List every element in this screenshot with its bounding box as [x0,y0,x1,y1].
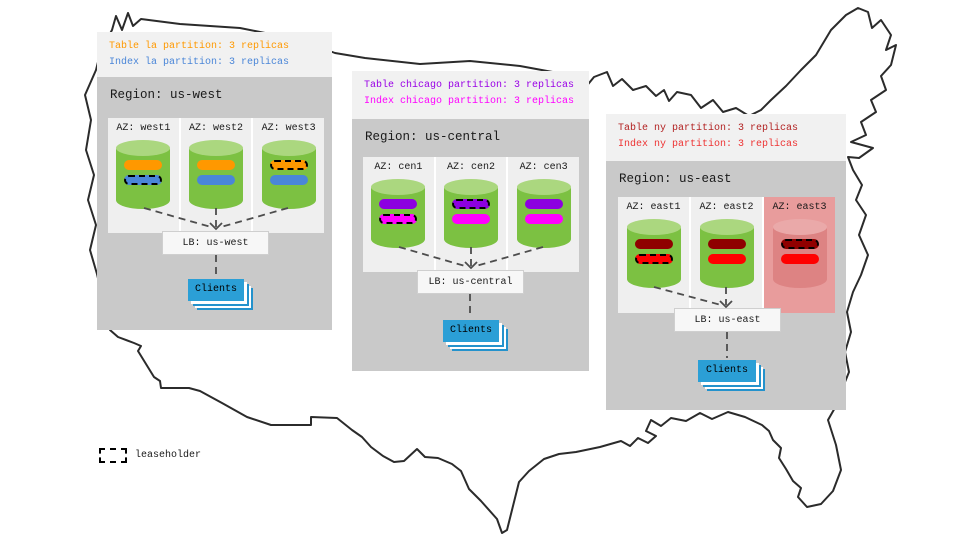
az-box-east1: AZ: east1 [618,197,689,313]
index-replica-bar [707,254,746,264]
az-label: AZ: cen2 [447,162,496,173]
table-replica-bar [780,239,819,249]
table-replica-bar [269,160,308,170]
db-cylinder [116,140,171,209]
index-replica-bar [634,254,673,264]
leaseholder-swatch [99,448,127,463]
db-cylinder [626,219,681,288]
az-label: AZ: east2 [699,202,754,213]
db-cylinder [699,219,754,288]
load-balancer: LB: us-central [417,270,524,294]
az-box-cen2: AZ: cen2 [435,157,507,272]
table-replica-bar [197,160,235,170]
region-title: Region: us-west [110,88,223,102]
az-row: AZ: west1 AZ: west2 AZ: west3 [108,118,325,233]
clients-node: Clients [443,320,499,342]
table-replica-bar [634,239,673,249]
callout-us-central: Table chicago partition: 3 replicas Inde… [352,71,589,119]
db-cylinder [371,179,426,248]
legend-leaseholder: leaseholder [99,448,201,463]
index-replica-bar [524,214,563,224]
region-us-east: Region: us-east AZ: east1 AZ: east2 AZ: … [606,161,846,410]
az-row: AZ: cen1 AZ: cen2 AZ: cen3 [363,157,580,272]
az-label: AZ: cen1 [374,162,423,173]
db-cylinder [516,179,571,248]
legend-label: leaseholder [135,450,202,461]
clients-node: Clients [188,279,244,301]
az-box-west1: AZ: west1 [108,118,179,233]
az-label: AZ: east1 [626,202,681,213]
az-box-east2: AZ: east2 [691,197,762,313]
az-box-cen3: AZ: cen3 [508,157,580,272]
load-balancer: LB: us-east [674,308,781,332]
callout-index-line: Index la partition: 3 replicas [109,57,290,68]
callout-table-line: Table chicago partition: 3 replicas [364,80,575,91]
callout-table-line: Table ny partition: 3 replicas [618,123,799,134]
az-box-cen1: AZ: cen1 [363,157,434,272]
index-replica-bar [197,175,235,185]
db-cylinder [189,140,243,209]
table-replica-bar [524,199,563,209]
az-label: AZ: west3 [261,123,316,134]
az-label: AZ: west1 [116,123,171,134]
db-cylinder-down [772,219,827,288]
az-box-west2: AZ: west2 [180,118,252,233]
index-replica-bar [124,175,163,185]
table-replica-bar [452,199,490,209]
callout-table-line: Table la partition: 3 replicas [109,41,290,52]
region-us-west: Region: us-west AZ: west1 AZ: west2 AZ: … [97,77,332,330]
region-title: Region: us-east [619,172,732,186]
callout-index-line: Index ny partition: 3 replicas [618,139,799,150]
index-replica-bar [379,214,418,224]
region-us-central: Region: us-central AZ: cen1 AZ: cen2 AZ:… [352,119,589,371]
load-balancer: LB: us-west [162,231,269,255]
db-cylinder [444,179,498,248]
az-label: AZ: east3 [772,202,827,213]
az-label: AZ: west2 [189,123,244,134]
clients-node: Clients [698,360,756,382]
table-replica-bar [707,239,746,249]
region-title: Region: us-central [365,130,501,144]
az-row: AZ: east1 AZ: east2 AZ: east3 [618,197,835,313]
az-label: AZ: cen3 [519,162,568,173]
callout-us-east: Table ny partition: 3 replicas Index ny … [606,114,846,161]
index-replica-bar [452,214,490,224]
index-replica-bar [269,175,308,185]
table-replica-bar [124,160,163,170]
callout-index-line: Index chicago partition: 3 replicas [364,96,575,107]
db-cylinder [261,140,316,209]
callout-us-west: Table la partition: 3 replicas Index la … [97,32,332,77]
az-box-east3-down: AZ: east3 [764,197,835,313]
table-replica-bar [379,199,418,209]
az-box-west3: AZ: west3 [253,118,325,233]
index-replica-bar [780,254,819,264]
